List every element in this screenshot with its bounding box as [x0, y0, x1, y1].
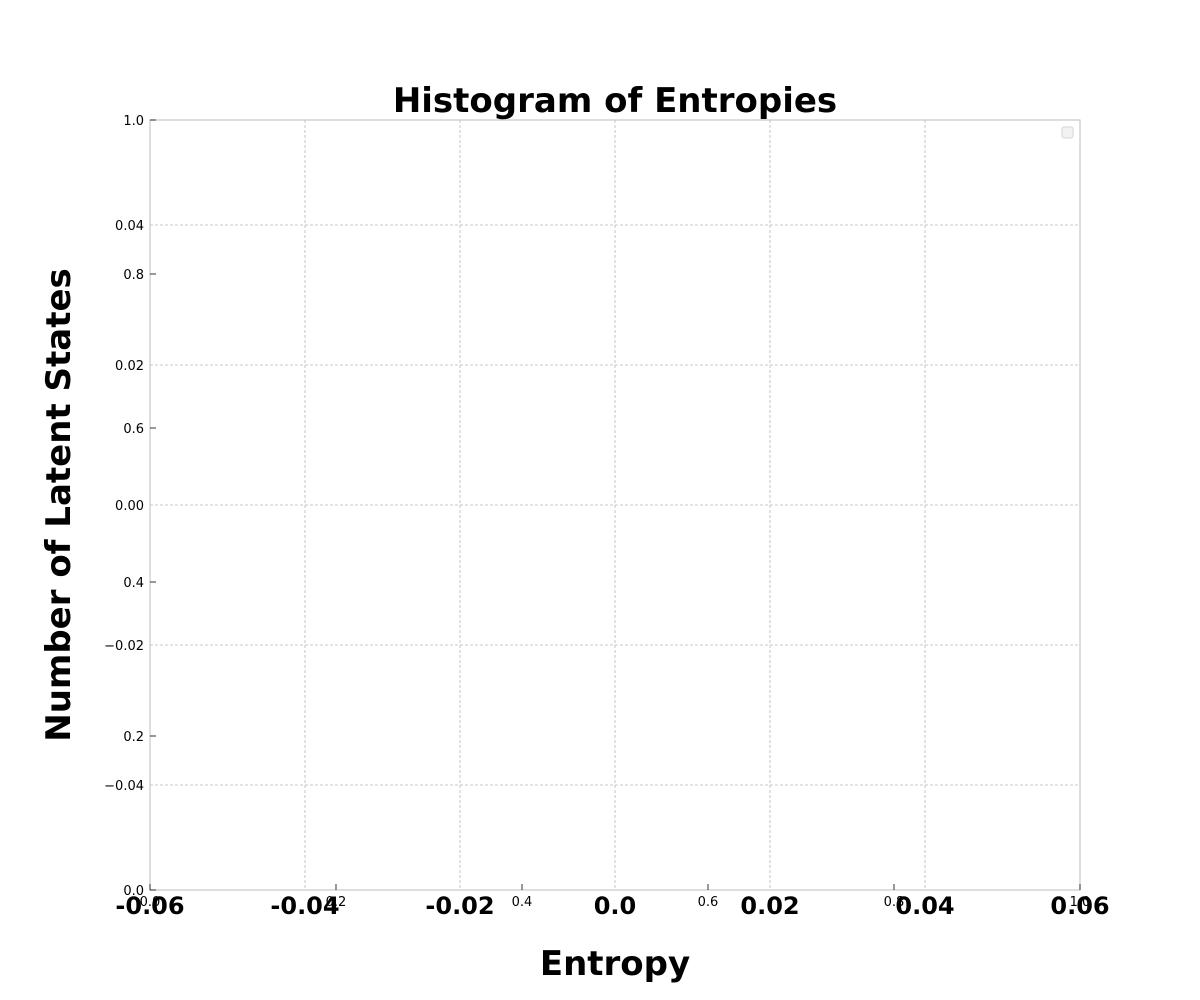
y-tick-label-primary: 0.6 — [123, 422, 144, 437]
x-tick-label-secondary: -0.04 — [270, 892, 339, 920]
chart-title: Histogram of Entropies — [393, 81, 837, 121]
y-tick-label-primary: 0.8 — [123, 268, 144, 283]
x-tick-label-primary: 0.8 — [884, 895, 905, 910]
plot-area-frame — [149, 119, 1081, 891]
y-tick-label-primary: 1.0 — [123, 114, 144, 129]
x-tick-label-secondary: 0.04 — [895, 892, 954, 920]
x-tick-label-primary: 0.0 — [140, 895, 161, 910]
y-tick-label-secondary: 0.02 — [115, 359, 144, 374]
grid-lines — [149, 120, 1081, 890]
x-tick-label-primary: 0.6 — [698, 895, 719, 910]
axis-ticks: -0.06 -0.04 -0.02 0.0 0.02 0.04 0.06 −0.04 −0.02… — [104, 114, 1109, 920]
x-tick-label-secondary: 0.06 — [1050, 892, 1109, 920]
x-tick-label-secondary: -0.02 — [425, 892, 494, 920]
x-tick-label-primary: 1.0 — [1070, 895, 1091, 910]
x-tick-label-secondary: 0.0 — [594, 892, 637, 920]
y-tick-label-primary: 0.4 — [123, 576, 144, 591]
y-tick-label-primary: 0.2 — [123, 730, 144, 745]
x-tick-label-primary: 0.4 — [512, 895, 533, 910]
legend-box — [1061, 126, 1074, 139]
x-tick-label-primary: 0.2 — [326, 895, 347, 910]
x-axis-label: Entropy — [540, 944, 690, 984]
y-tick-label-secondary: 0.00 — [115, 499, 144, 514]
y-tick-label-primary: 0.0 — [123, 884, 144, 899]
x-tick-label-secondary: 0.02 — [740, 892, 799, 920]
y-tick-label-secondary: 0.04 — [115, 219, 144, 234]
x-tick-label-secondary: -0.06 — [115, 892, 184, 920]
y-tick-label-secondary: −0.02 — [104, 639, 144, 654]
y-axis-label: Number of Latent States — [39, 268, 79, 742]
y-tick-label-secondary: −0.04 — [104, 779, 144, 794]
